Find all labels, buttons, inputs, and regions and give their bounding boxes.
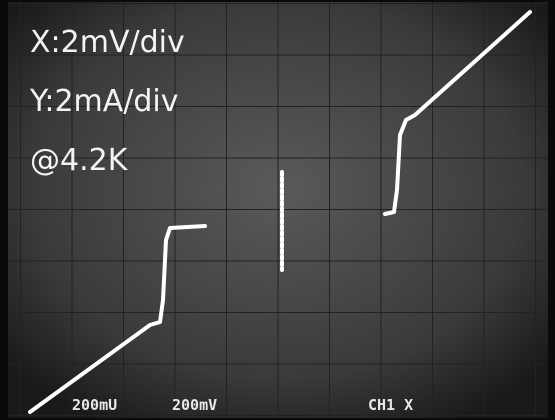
readout-text: 200mV bbox=[172, 396, 217, 414]
trace-right bbox=[383, 10, 532, 216]
overlay-text: @4.2K bbox=[30, 143, 129, 178]
overlay-text: X:2mV/div bbox=[30, 25, 185, 60]
trace-left bbox=[28, 224, 207, 414]
readout-text: CH1 X bbox=[368, 396, 413, 414]
trace bbox=[28, 10, 532, 414]
graticule bbox=[8, 2, 548, 418]
overlay-text: Y:2mA/div bbox=[29, 84, 179, 119]
readout-text: 200mU bbox=[72, 396, 117, 414]
